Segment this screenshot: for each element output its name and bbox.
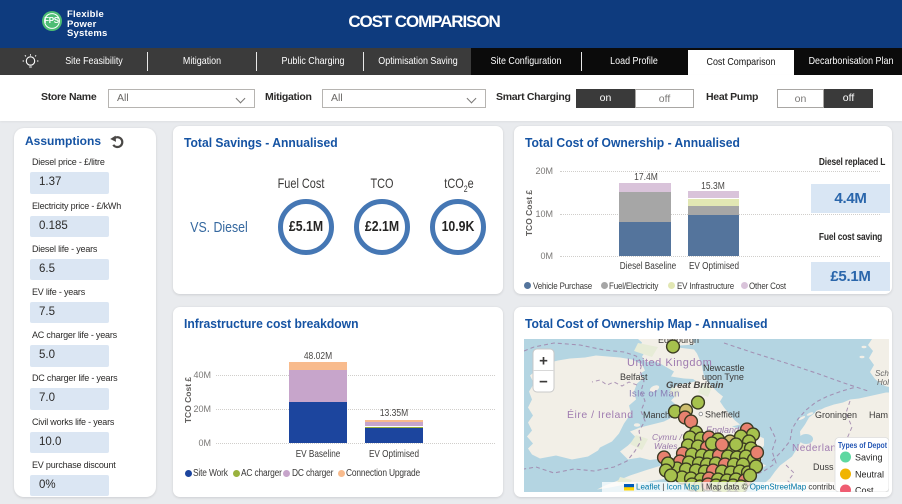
svg-text:+: + bbox=[539, 352, 548, 369]
svg-text:Great Britain: Great Britain bbox=[666, 380, 724, 391]
svg-text:Duss: Duss bbox=[813, 462, 834, 472]
svg-text:Neutral: Neutral bbox=[855, 469, 884, 479]
svg-text:Saving: Saving bbox=[855, 452, 883, 462]
svg-text:upon Tyne: upon Tyne bbox=[702, 372, 744, 382]
svg-text:Types of Depot: Types of Depot bbox=[838, 441, 887, 450]
svg-text:Wales: Wales bbox=[654, 441, 678, 451]
svg-text:Manchester: Manchester bbox=[643, 410, 690, 420]
svg-text:Cost: Cost bbox=[855, 485, 874, 492]
svg-text:Groningen: Groningen bbox=[815, 410, 857, 420]
svg-text:Nederland: Nederland bbox=[792, 443, 843, 454]
svg-text:−: − bbox=[539, 373, 548, 390]
svg-text:Éire / Ireland: Éire / Ireland bbox=[567, 408, 634, 421]
svg-text:Sheffield: Sheffield bbox=[705, 409, 740, 419]
svg-text:Holste: Holste bbox=[877, 378, 889, 387]
svg-text:England: England bbox=[706, 425, 740, 435]
svg-text:Belfast: Belfast bbox=[620, 372, 648, 382]
svg-text:Newcastle: Newcastle bbox=[703, 363, 745, 373]
svg-text:Isle of Man: Isle of Man bbox=[629, 388, 680, 399]
svg-text:Cymru /: Cymru / bbox=[652, 432, 683, 442]
svg-text:United Kingdom: United Kingdom bbox=[627, 357, 712, 369]
svg-text:Ham: Ham bbox=[869, 410, 888, 420]
svg-text:Edinburgh: Edinburgh bbox=[658, 339, 699, 345]
svg-text:Leaflet | Icon Map | Map data: Leaflet | Icon Map | Map data © OpenStre… bbox=[636, 482, 844, 491]
svg-text:Schlesw: Schlesw bbox=[875, 369, 889, 378]
